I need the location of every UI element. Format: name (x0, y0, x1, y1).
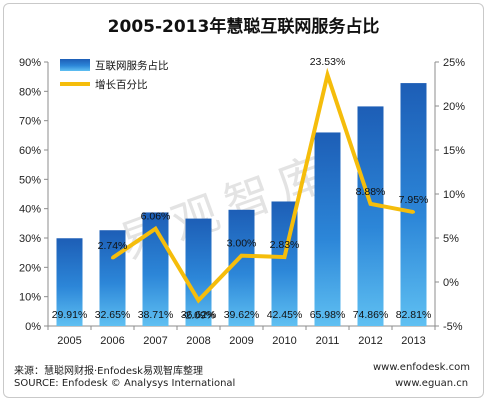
x-tick-label: 2012 (358, 335, 382, 347)
bar-2006 (99, 230, 126, 326)
bar-value-label: 38.71% (138, 309, 174, 321)
y-tick-label-left: 0% (25, 321, 41, 333)
x-tick-label: 2005 (57, 335, 81, 347)
growth-value-label: 7.95% (399, 194, 429, 206)
bar-value-label: 42.45% (267, 309, 303, 321)
y-tick-label-left: 30% (19, 233, 41, 245)
bar-2012 (357, 106, 384, 326)
legend-label-line: 增长百分比 (95, 78, 148, 91)
y-tick-label-left: 60% (19, 145, 41, 157)
growth-value-label: 23.53% (310, 56, 346, 68)
growth-point-2013 (412, 210, 415, 214)
growth-value-label: 2.83% (270, 239, 300, 251)
growth-value-label: 2.74% (98, 240, 128, 252)
y-tick-label-right: 5% (443, 233, 459, 245)
bar-2013 (400, 83, 427, 326)
bar-2005 (56, 238, 83, 326)
growth-value-label: 3.00% (227, 238, 257, 250)
bar-value-label: 65.98% (310, 309, 346, 321)
x-tick-label: 2008 (186, 335, 210, 347)
bar-value-label: 29.91% (52, 309, 88, 321)
y-tick-label-right: 10% (443, 189, 465, 201)
bar-value-label: 32.65% (95, 309, 131, 321)
y-tick-label-right: 25% (443, 57, 465, 69)
legend-swatch-bar (60, 59, 90, 71)
growth-point-2006 (111, 256, 114, 260)
y-tick-label-right: 0% (443, 277, 459, 289)
bar-2009 (228, 209, 255, 326)
y-tick-label-left: 10% (19, 292, 41, 304)
growth-point-2009 (240, 254, 243, 258)
source-url-enfodesk: www.enfodesk.com (373, 362, 470, 373)
growth-value-label: 6.06% (141, 211, 171, 223)
bar-value-label: 74.86% (353, 309, 389, 321)
y-tick-label-left: 70% (19, 116, 41, 128)
growth-point-2010 (283, 255, 286, 259)
legend-label-bar: 互联网服务占比 (95, 59, 169, 72)
growth-point-2008 (197, 298, 200, 302)
bar-2008 (185, 218, 212, 326)
growth-value-label: -2.09% (182, 309, 215, 321)
x-tick-label: 2006 (100, 335, 124, 347)
growth-line (111, 67, 414, 304)
source-cn: 来源：慧聪网财报·Enfodesk易观智库整理 (14, 366, 203, 377)
bar-value-label: 36.62% (181, 309, 217, 321)
bar-value-label: 82.81% (396, 309, 432, 321)
x-tick-label: 2007 (143, 335, 167, 347)
y-tick-label-right: -5% (443, 321, 463, 333)
y-tick-label-right: 20% (443, 101, 465, 113)
source-en: SOURCE: Enfodesk © Analysys Internationa… (14, 378, 236, 389)
growth-point-2011 (326, 73, 329, 77)
y-tick-label-left: 50% (19, 174, 41, 186)
bar-value-label: 39.62% (224, 309, 260, 321)
bar-2011 (314, 132, 341, 326)
x-tick-label: 2011 (316, 335, 340, 347)
x-tick-label: 2009 (229, 335, 253, 347)
y-tick-label-left: 80% (19, 86, 41, 98)
y-tick-label-left: 90% (19, 57, 41, 69)
x-tick-label: 2010 (272, 335, 296, 347)
chart-title: 2005-2013年慧聪互联网服务占比 (107, 17, 380, 37)
growth-point-2007 (154, 227, 157, 231)
y-tick-label-right: 15% (443, 145, 465, 157)
growth-value-label: 8.88% (356, 186, 386, 198)
growth-point-2012 (369, 202, 372, 206)
y-tick-label-left: 40% (19, 204, 41, 216)
source-url-eguan: www.eguan.cn (395, 378, 469, 389)
y-tick-label-left: 20% (19, 262, 41, 274)
x-tick-label: 2013 (401, 335, 425, 347)
